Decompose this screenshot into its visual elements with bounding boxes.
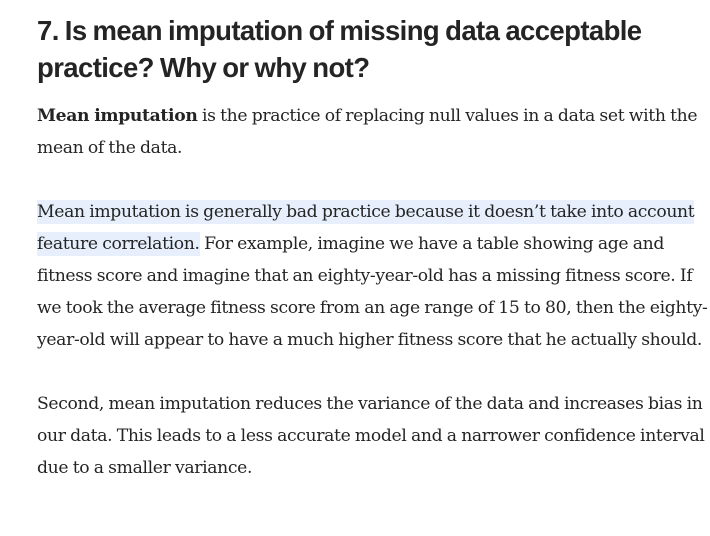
paragraph-text: For example, imagine we have a table sho… (37, 234, 708, 350)
paragraph-text: Second, mean imputation reduces the vari… (37, 394, 705, 478)
paragraph-text: is the practice of replacing null values… (37, 106, 698, 158)
paragraph-example: Mean imputation is generally bad practic… (37, 196, 709, 356)
paragraph-definition: Mean imputation is the practice of repla… (37, 100, 709, 164)
article-section: 7. Is mean imputation of missing data ac… (37, 12, 709, 484)
bold-term: Mean imputation (37, 106, 198, 126)
section-heading: 7. Is mean imputation of missing data ac… (37, 15, 642, 83)
paragraph-variance: Second, mean imputation reduces the vari… (37, 388, 709, 484)
